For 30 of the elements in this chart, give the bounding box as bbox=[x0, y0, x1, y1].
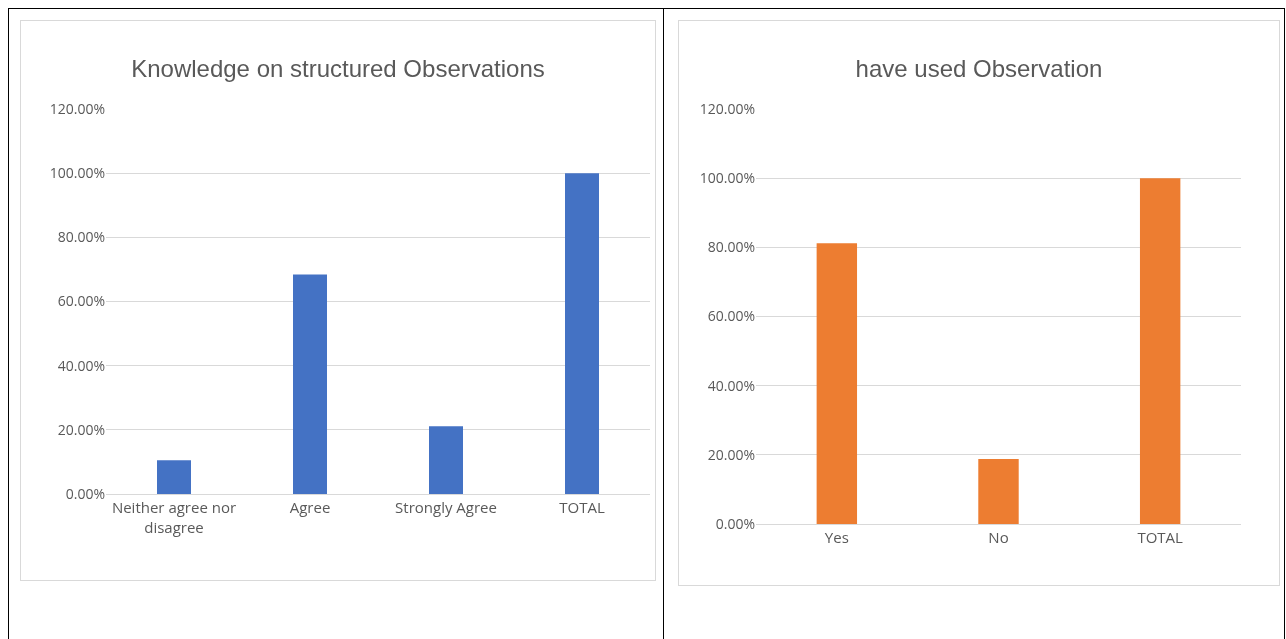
y-tick-label: 0.00% bbox=[715, 513, 755, 533]
bar bbox=[1139, 178, 1181, 524]
y-tick-label: 120.00% bbox=[699, 98, 755, 118]
chart-title: have used Observation bbox=[855, 55, 1103, 83]
bar bbox=[978, 458, 1019, 524]
x-tick-label: Yes bbox=[824, 527, 849, 547]
y-tick-label: 0.00% bbox=[65, 483, 105, 503]
bar bbox=[816, 243, 858, 524]
y-tick-label: 120.00% bbox=[49, 98, 105, 118]
y-tick-label: 80.00% bbox=[707, 237, 755, 257]
x-tick-label: Agree bbox=[289, 497, 331, 517]
y-tick-label: 100.00% bbox=[699, 168, 755, 188]
x-tick-label: TOTAL bbox=[1137, 527, 1184, 547]
x-tick-label: Neither agree nor disagree bbox=[111, 497, 237, 537]
y-tick-label: 20.00% bbox=[57, 419, 105, 439]
x-tick-label: TOTAL bbox=[559, 497, 605, 517]
bar bbox=[293, 274, 327, 494]
y-tick-label: 60.00% bbox=[57, 291, 105, 311]
y-tick-label: 40.00% bbox=[707, 375, 755, 395]
y-tick-label: 40.00% bbox=[57, 355, 105, 375]
y-tick-label: 60.00% bbox=[707, 306, 755, 326]
bar bbox=[565, 173, 599, 494]
x-tick-label: No bbox=[988, 527, 1009, 547]
y-tick-label: 20.00% bbox=[707, 444, 755, 464]
y-tick-label: 80.00% bbox=[57, 227, 105, 247]
y-tick-label: 100.00% bbox=[49, 163, 105, 183]
bar bbox=[429, 426, 463, 494]
bar bbox=[157, 460, 191, 494]
x-tick-label: Strongly Agree bbox=[395, 497, 497, 517]
chart-title: Knowledge on structured Observations bbox=[131, 54, 545, 82]
